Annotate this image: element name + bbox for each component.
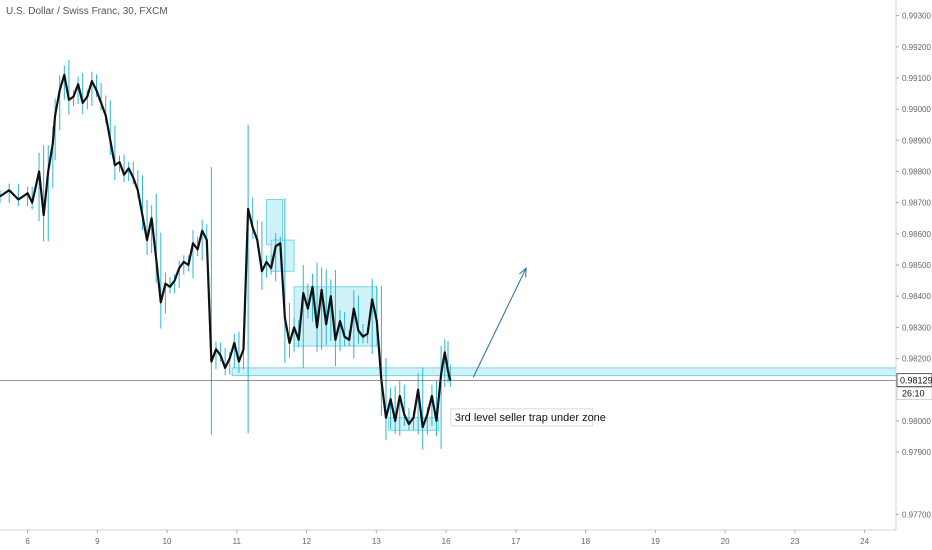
x-tick-label: 12 bbox=[302, 537, 311, 546]
x-tick-label: 10 bbox=[163, 537, 172, 546]
x-tick-label: 19 bbox=[651, 537, 660, 546]
y-tick-label: 0.98300 bbox=[902, 323, 931, 332]
projection-arrow[interactable] bbox=[472, 267, 527, 378]
x-tick-label: 9 bbox=[95, 537, 100, 546]
last-price-badge bbox=[896, 373, 932, 388]
annotation-text: 3rd level seller trap under zone bbox=[455, 412, 606, 424]
annotation-box[interactable] bbox=[450, 408, 594, 427]
x-tick-label: 11 bbox=[233, 537, 242, 546]
y-tick-label: 0.98900 bbox=[902, 136, 931, 145]
y-tick-label: 0.97700 bbox=[902, 510, 931, 519]
last-price-label: 0.98129 bbox=[900, 376, 932, 386]
y-tick-label: 0.98700 bbox=[902, 199, 931, 208]
y-tick-label: 0.98000 bbox=[902, 417, 931, 426]
y-tick-label: 0.98800 bbox=[902, 167, 931, 176]
y-tick-label: 0.98500 bbox=[902, 261, 931, 270]
x-tick-label: 24 bbox=[860, 537, 869, 546]
y-tick-label: 0.97900 bbox=[902, 448, 931, 457]
x-tick-label: 13 bbox=[372, 537, 381, 546]
y-tick-label: 0.99100 bbox=[902, 74, 931, 83]
x-tick-label: 23 bbox=[790, 537, 799, 546]
supply-demand-zone[interactable] bbox=[231, 367, 897, 377]
countdown-badge bbox=[896, 387, 932, 400]
y-tick-label: 0.99300 bbox=[902, 12, 931, 21]
y-tick-label: 0.99200 bbox=[902, 43, 931, 52]
y-tick-label: 0.98600 bbox=[902, 230, 931, 239]
y-tick-label: 0.98200 bbox=[902, 355, 931, 364]
x-tick-label: 6 bbox=[25, 537, 30, 546]
overlay-layer: 3rd level seller trap under zone bbox=[0, 266, 896, 427]
x-tick-label: 17 bbox=[511, 537, 520, 546]
y-tick-label: 0.99000 bbox=[902, 105, 931, 114]
countdown-label: 26:10 bbox=[902, 389, 925, 399]
y-tick-label: 0.98400 bbox=[902, 292, 931, 301]
chart-title: U.S. Dollar / Swiss Franc, 30, FXCM bbox=[6, 6, 168, 17]
x-tick-label: 18 bbox=[581, 537, 590, 546]
x-tick-label: 20 bbox=[721, 537, 730, 546]
arrow-head bbox=[519, 266, 527, 278]
x-tick-label: 16 bbox=[442, 537, 451, 546]
